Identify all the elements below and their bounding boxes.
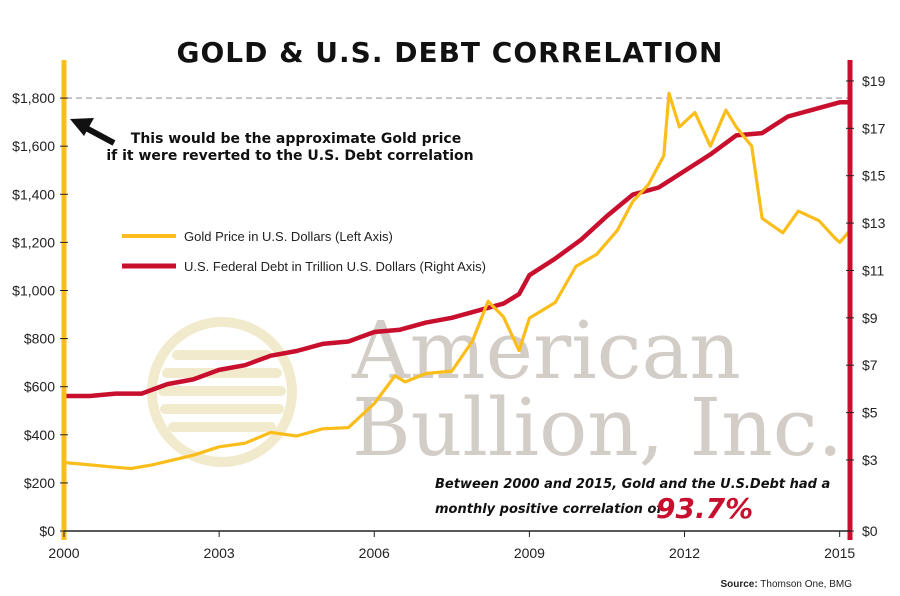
chart-title: GOLD & U.S. DEBT CORRELATION (177, 36, 724, 69)
left-tick-label: $600 (24, 379, 55, 395)
right-tick-label: $9 (862, 310, 878, 326)
source-label: Source: (720, 579, 757, 590)
legend-gold-label: Gold Price in U.S. Dollars (Left Axis) (184, 229, 393, 244)
legend-debt-label: U.S. Federal Debt in Trillion U.S. Dolla… (184, 259, 486, 274)
x-tick-label: 2015 (824, 545, 855, 561)
right-tick-label: $19 (862, 73, 886, 89)
left-tick-label: $1,800 (12, 90, 55, 106)
right-tick-label: $13 (862, 215, 886, 231)
x-tick-label: 2003 (204, 545, 235, 561)
x-axis-ticks: 2000 2003 2006 2009 2012 2015 (48, 531, 855, 561)
left-tick-label: $400 (24, 427, 55, 443)
right-axis-ticks: $0 $3 $5 $7 $9 $11 $13 $15 $17 $19 (846, 73, 886, 539)
right-tick-label: $0 (862, 523, 878, 539)
watermark-logo (147, 317, 297, 467)
x-tick-label: 2012 (669, 545, 700, 561)
x-tick-label: 2009 (514, 545, 545, 561)
watermark-line1: American (351, 304, 741, 397)
left-tick-label: $1,600 (12, 138, 55, 154)
right-tick-label: $15 (862, 168, 886, 184)
watermark: American Bullion, Inc. (147, 304, 843, 474)
source-text: Thomson One, BMG (760, 579, 852, 590)
left-tick-label: $1,000 (12, 282, 55, 298)
right-tick-label: $3 (862, 452, 878, 468)
annotation-line1: This would be the approximate Gold price (131, 131, 461, 147)
gold-series-line (63, 91, 852, 471)
left-axis-ticks: $0 $200 $400 $600 $800 $1,000 $1,200 $1,400 $1,6… (12, 90, 68, 539)
annotation-line2: if it were reverted to the U.S. Debt cor… (106, 148, 473, 164)
x-tick-label: 2000 (48, 545, 79, 561)
left-tick-label: $200 (24, 475, 55, 491)
watermark-line2: Bullion, Inc. (352, 381, 843, 474)
right-tick-label: $17 (862, 120, 886, 136)
correlation-line1: Between 2000 and 2015, Gold and the U.S.… (435, 477, 830, 492)
left-tick-label: $800 (24, 331, 55, 347)
annotation-arrow-icon (70, 118, 116, 146)
svg-text:Source: Thomson One, BMG: Source: Thomson One, BMG (720, 579, 852, 590)
right-tick-label: $11 (862, 262, 885, 278)
correlation-value: 93.7% (656, 492, 753, 525)
left-tick-label: $1,200 (12, 234, 55, 250)
right-tick-label: $7 (862, 357, 878, 373)
left-tick-label: $1,400 (12, 186, 55, 202)
left-tick-label: $0 (39, 523, 55, 539)
correlation-line2: monthly positive correlation of (435, 502, 664, 517)
legend: Gold Price in U.S. Dollars (Left Axis) U… (122, 229, 486, 274)
x-tick-label: 2006 (359, 545, 390, 561)
debt-series-line (64, 100, 850, 399)
right-tick-label: $5 (862, 405, 878, 421)
